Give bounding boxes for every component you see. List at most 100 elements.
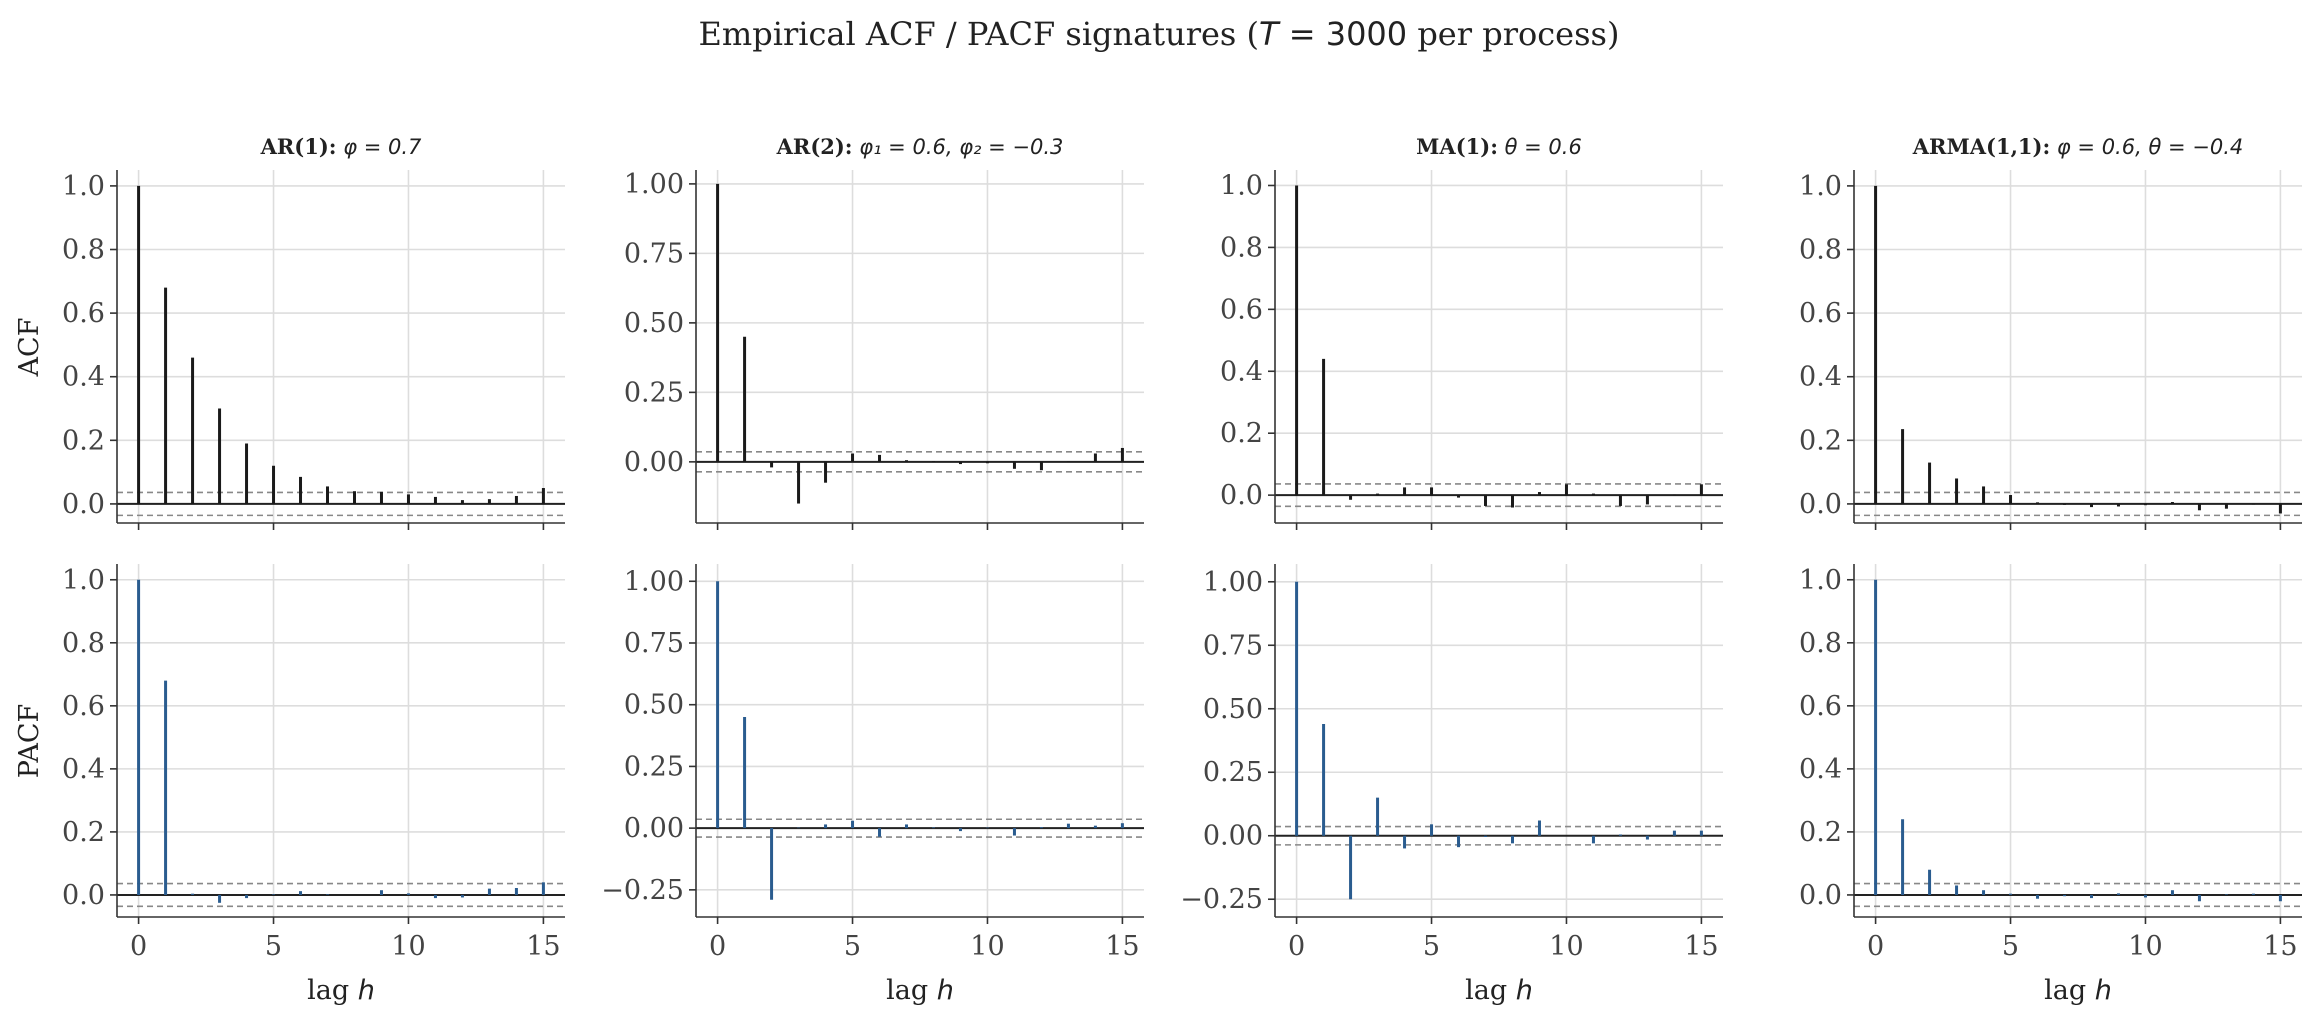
xaxis-label-text: lag [2044,975,2095,1006]
ytick-label: 0.00 [624,813,684,844]
xaxis-label-math: h [1516,975,1533,1006]
xtick-label: 15 [2263,931,2297,962]
ytick-label: 0.50 [624,308,684,339]
ytick-label: 0.25 [624,377,684,408]
ytick-label: 0.8 [1220,232,1263,263]
ytick-label: 0.50 [1203,694,1263,725]
subplot-title-model: MA(1): [1416,134,1498,159]
suptitle-pre: Empirical ACF / PACF signatures ( [699,15,1259,53]
subplot-pacf-ar1: 0.0 0.2 0.4 0.6 0.8 1.0 0 5 10 15 lag h [62,564,565,1006]
xtick-label: 10 [2128,931,2162,962]
subplot-title-params: θ = 0.6 [1498,135,1582,159]
ytick-label: 0.4 [62,362,105,393]
xtick-label: 5 [844,931,861,962]
xaxis-label-math: h [358,975,375,1006]
xtick-label: 0 [130,931,147,962]
xtick-label: 10 [1549,931,1583,962]
subplot-title: MA(1): θ = 0.6 [1416,134,1582,159]
ytick-label: 1.0 [1799,171,1842,202]
figure-suptitle: Empirical ACF / PACF signatures (T = 300… [699,15,1620,53]
ytick-label: 0.0 [62,489,105,520]
ytick-label: 0.75 [624,628,684,659]
suptitle-math: T [1259,15,1281,53]
ytick-label: 0.2 [1799,817,1842,848]
ytick-label: 0.4 [1799,754,1842,785]
subplot-title-model: AR(1): [260,134,337,159]
ytick-label: 1.0 [1799,565,1842,596]
ytick-label: 0.2 [1220,418,1263,449]
ytick-label: 0.8 [1799,235,1842,266]
ytick-label: 0.4 [1799,362,1842,393]
ytick-label: 1.0 [62,171,105,202]
xtick-label: 0 [709,931,726,962]
xtick-label: 5 [265,931,282,962]
ytick-label: 1.0 [1220,170,1263,201]
ytick-label: 0.75 [624,238,684,269]
ytick-label: 0.4 [62,754,105,785]
subplot-grid: 0.00.20.40.60.81.0AR(1): φ = 0.70.000.25… [62,134,2302,1006]
ytick-label: 0.6 [62,298,105,329]
xtick-label: 5 [1423,931,1440,962]
subplot-acf-arma11: 0.0 0.2 0.4 0.6 0.8 1.0 ARMA(1,1): φ = 0.6, θ … [1799,134,2302,530]
suptitle-eq: = 3000 [1279,15,1408,53]
xaxis-label: lag h [307,975,375,1006]
ytick-label: −0.25 [601,875,684,906]
ytick-label: 0.8 [62,628,105,659]
xaxis-label-text: lag [1465,975,1516,1006]
xaxis-label-text: lag [307,975,358,1006]
subplot-title-params: φ = 0.6, θ = −0.4 [2050,135,2243,159]
suptitle-post: per process) [1407,15,1619,53]
xtick-label: 0 [1288,931,1305,962]
subplot-acf-ma1: 0.0 0.2 0.4 0.6 0.8 1.0 MA(1): θ = 0.6 [1220,134,1723,530]
xaxis-label-text: lag [886,975,937,1006]
ytick-label: 0.0 [62,880,105,911]
subplot-title-model: ARMA(1,1): [1912,134,2050,159]
subplot-pacf-ma1: −0.25 0.00 0.25 0.50 0.75 1.00 0 5 10 15 lag h [1180,564,1723,1006]
ytick-label: 1.00 [624,566,684,597]
xaxis-label: lag h [2044,975,2112,1006]
ytick-label: 0.2 [62,425,105,456]
subplot-acf-ar2: 0.00 0.25 0.50 0.75 1.00 AR(2): φ₁ = 0.6, φ₂ … [624,134,1144,530]
ytick-label: 0.0 [1220,480,1263,511]
ytick-label: 0.2 [1799,425,1842,456]
ytick-label: 0.4 [1220,356,1263,387]
subplot-pacf-ar2: −0.25 0.00 0.25 0.50 0.75 1.00 0 5 10 15 lag h [601,564,1144,1006]
ytick-label: 0.00 [1203,821,1263,852]
ytick-label: 0.6 [1799,691,1842,722]
xtick-label: 15 [1105,931,1139,962]
subplot-pacf-arma11: 0.0 0.2 0.4 0.6 0.8 1.0 0 5 10 15 lag h [1799,564,2302,1006]
xtick-label: 0 [1867,931,1884,962]
ytick-label: 1.00 [624,169,684,200]
xaxis-label-math: h [2095,975,2112,1006]
ytick-label: 0.50 [624,690,684,721]
subplot-title: AR(1): φ = 0.7 [260,134,422,159]
subplot-title-params: φ = 0.7 [337,135,423,159]
ytick-label: 0.75 [1203,630,1263,661]
ytick-label: 0.6 [1799,298,1842,329]
ytick-label: 1.00 [1203,567,1263,598]
subplot-title: AR(2): φ₁ = 0.6, φ₂ = −0.3 [776,134,1064,159]
ytick-label: 1.0 [62,565,105,596]
ytick-label: 0.2 [62,817,105,848]
xtick-label: 10 [391,931,425,962]
xaxis-label-math: h [937,975,954,1006]
xtick-label: 15 [1684,931,1718,962]
row-label-pacf: PACF [14,704,45,779]
ytick-label: 0.8 [62,235,105,266]
subplot-title-model: AR(2): [776,134,853,159]
xtick-label: 10 [970,931,1004,962]
ytick-label: −0.25 [1180,884,1263,915]
row-label-acf: ACF [14,318,45,378]
ytick-label: 0.6 [1220,294,1263,325]
xtick-label: 15 [526,931,560,962]
ytick-label: 0.0 [1799,880,1842,911]
ytick-label: 0.25 [624,751,684,782]
ytick-label: 0.0 [1799,489,1842,520]
subplot-title-params: φ₁ = 0.6, φ₂ = −0.3 [853,135,1064,159]
ytick-label: 0.8 [1799,628,1842,659]
xaxis-label: lag h [1465,975,1533,1006]
xaxis-label: lag h [886,975,954,1006]
subplot-acf-ar1: 0.0 0.2 0.4 0.6 0.8 1.0 AR(1): φ = 0.7 [62,134,565,530]
ytick-label: 0.25 [1203,757,1263,788]
subplot-title: ARMA(1,1): φ = 0.6, θ = −0.4 [1912,134,2243,159]
